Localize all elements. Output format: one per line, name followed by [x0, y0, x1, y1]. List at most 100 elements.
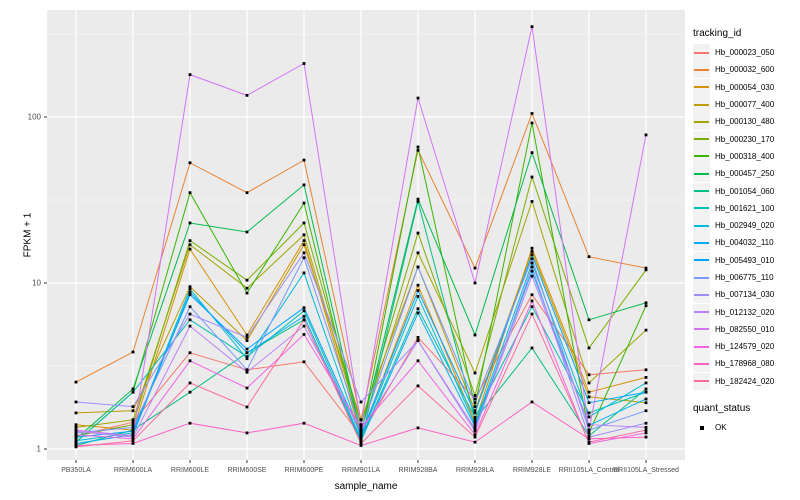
y-tick-label-100: 100: [28, 113, 42, 122]
data-point: [245, 405, 249, 409]
data-point: [530, 346, 534, 350]
data-point: [473, 435, 477, 439]
data-point: [530, 246, 534, 250]
data-point: [530, 265, 534, 269]
data-point: [587, 381, 591, 385]
data-point: [188, 221, 192, 225]
data-point: [188, 285, 192, 289]
data-point: [473, 433, 477, 437]
data-point: [245, 357, 249, 361]
data-point: [302, 360, 306, 364]
legend-key-swatch: [693, 44, 710, 62]
y-tick-label-10: 10: [32, 279, 41, 288]
legend-line-icon: [694, 345, 709, 348]
data-point: [359, 400, 363, 404]
data-point: [416, 265, 420, 269]
data-point: [644, 375, 648, 379]
data-point: [245, 431, 249, 435]
legend-entry-Hb_000130_480: Hb_000130_480: [693, 113, 799, 131]
data-point: [245, 191, 249, 195]
data-point: [302, 271, 306, 275]
x-tick-label-PB350LA: PB350LA: [61, 467, 91, 474]
legend-entry-Hb_004032_110: Hb_004032_110: [693, 234, 799, 252]
legend-entry-Hb_000023_050: Hb_000023_050: [693, 44, 799, 62]
legend-label: Hb_005493_010: [715, 255, 775, 265]
data-point: [530, 250, 534, 253]
legend-key-swatch: [693, 269, 710, 286]
data-point: [530, 400, 534, 404]
legend-key-swatch: [693, 286, 710, 304]
data-point: [131, 437, 135, 441]
data-point: [644, 435, 648, 439]
data-point: [245, 351, 249, 355]
legend-title-tracking-id: tracking_id: [693, 28, 742, 39]
data-point: [530, 312, 534, 316]
data-point: [74, 442, 78, 445]
data-point: [188, 287, 192, 291]
legend-label: Hb_001054_060: [715, 186, 775, 196]
legend-label: Hb_178968_080: [715, 359, 775, 369]
data-point: [245, 333, 249, 337]
legend-entry-Hb_000032_600: Hb_000032_600: [693, 61, 799, 79]
data-point: [587, 440, 591, 444]
legend-line-icon: [694, 328, 709, 331]
legend-label: Hb_002949_020: [715, 221, 775, 231]
legend-line-icon: [694, 311, 709, 314]
data-point: [644, 401, 648, 405]
data-point: [473, 416, 477, 419]
data-point: [131, 442, 135, 445]
legend-key-swatch: [693, 113, 710, 131]
x-tick-label-RRII105LA_Control: RRII105LA_Control: [559, 467, 620, 474]
data-point: [359, 418, 363, 422]
data-point: [530, 293, 534, 297]
data-point: [473, 266, 477, 270]
data-point: [74, 435, 78, 439]
data-point: [530, 269, 534, 273]
legend-line-icon: [694, 259, 709, 262]
data-point: [188, 161, 192, 165]
legend-entry-Hb_006775_110: Hb_006775_110: [693, 269, 799, 286]
data-point: [416, 251, 420, 255]
data-point: [587, 346, 591, 350]
data-point: [416, 145, 420, 149]
legend-line-icon: [694, 138, 709, 141]
x-tick-label-RRIM600LA: RRIM600LA: [114, 467, 152, 474]
x-tick-label-RRIM928BA: RRIM928BA: [399, 467, 438, 474]
data-point: [587, 390, 591, 394]
data-point: [587, 373, 591, 377]
data-point: [245, 370, 249, 374]
ok-square-marker-icon: [693, 419, 710, 436]
data-point: [245, 93, 249, 97]
legend-entry-Hb_001621_100: Hb_001621_100: [693, 199, 799, 217]
legend-title-quant-status: quant_status: [693, 402, 751, 414]
data-point: [587, 411, 591, 415]
legend-line-icon: [694, 103, 709, 106]
data-point: [416, 359, 420, 363]
data-point: [302, 306, 306, 310]
legend-key-swatch: [693, 78, 710, 96]
data-point: [359, 442, 363, 445]
legend-line-icon: [694, 207, 709, 210]
data-point: [359, 431, 363, 435]
legend-label: Hb_182424_020: [715, 376, 775, 386]
data-point: [644, 266, 648, 270]
legend-line-icon: [694, 380, 709, 383]
data-point: [359, 425, 363, 429]
data-point: [359, 437, 363, 441]
data-point: [131, 423, 135, 427]
data-point: [188, 318, 192, 322]
data-point: [359, 429, 363, 433]
data-point: [74, 437, 78, 441]
legend-entry-Hb_000457_250: Hb_000457_250: [693, 165, 799, 183]
data-point: [245, 347, 249, 351]
data-point: [74, 411, 78, 415]
legend-key-swatch: [693, 217, 710, 235]
x-tick-label-RRIM928LE: RRIM928LE: [513, 467, 551, 474]
data-point: [416, 283, 420, 287]
data-point: [473, 429, 477, 433]
data-point: [302, 421, 306, 425]
legend-key-swatch: [693, 303, 710, 321]
data-point: [644, 387, 648, 391]
legend-key-swatch: [693, 251, 710, 269]
